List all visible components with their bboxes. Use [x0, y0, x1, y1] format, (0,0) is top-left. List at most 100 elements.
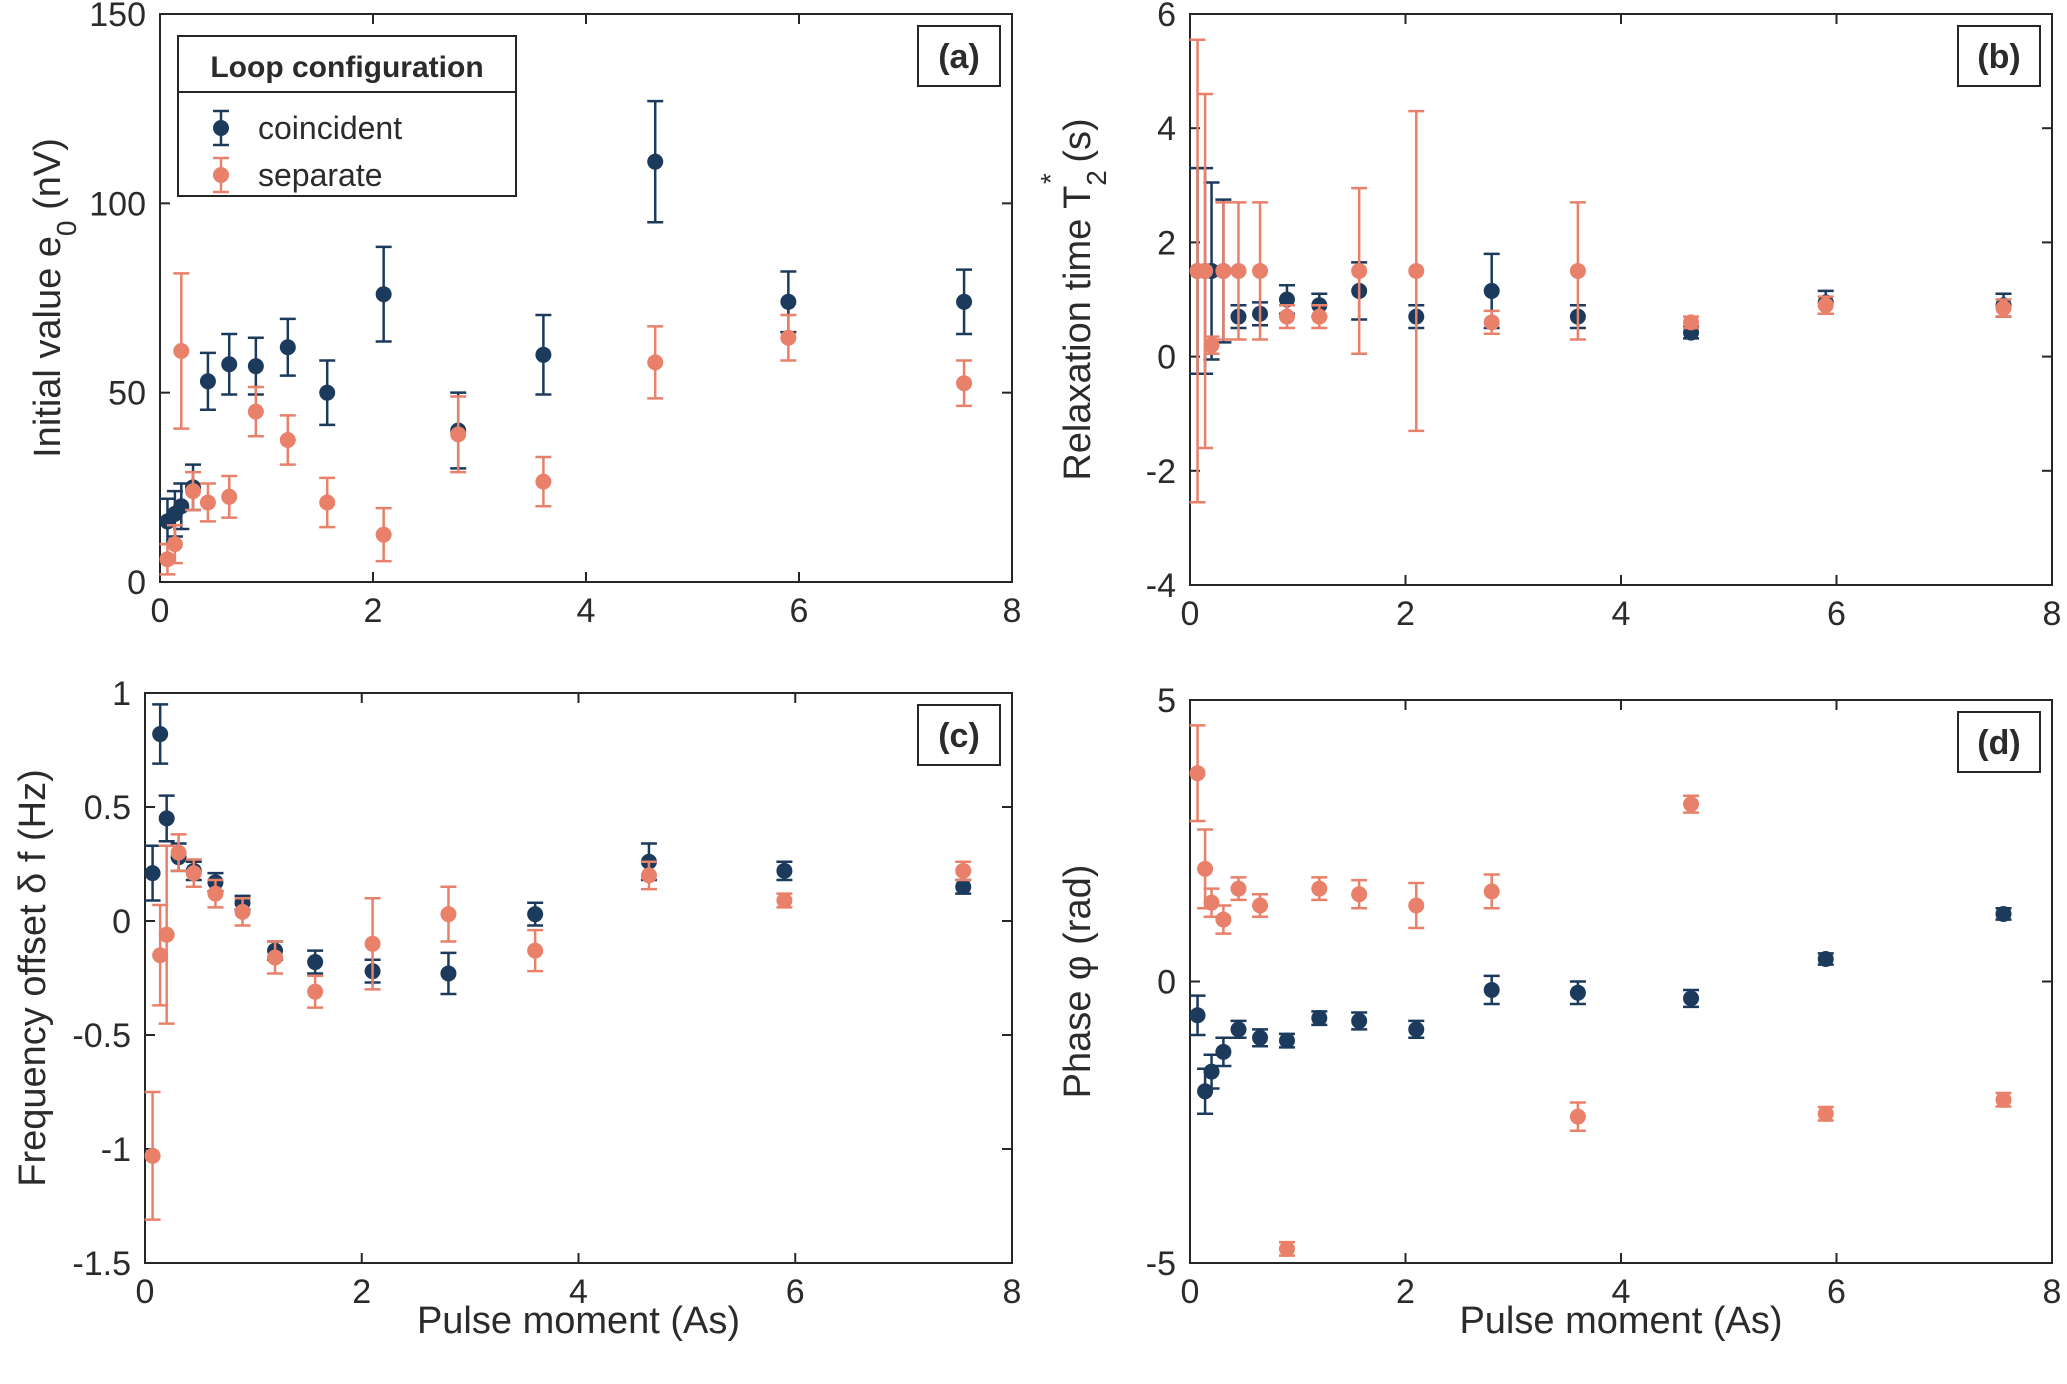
x-tick-label: 2: [352, 1273, 371, 1311]
marker-coincident: [158, 810, 175, 827]
data-point-separate: [1408, 109, 1425, 433]
data-point-separate: [1817, 295, 1834, 316]
data-point-coincident: [199, 351, 216, 411]
marker-separate: [1189, 765, 1206, 782]
marker-coincident: [956, 293, 973, 310]
x-tick-label: 0: [136, 1273, 155, 1311]
data-point-separate: [375, 506, 392, 563]
panel-tag-box: [917, 704, 1001, 766]
data-point-coincident: [144, 844, 161, 902]
marker-coincident: [247, 358, 264, 375]
marker-separate: [780, 329, 797, 346]
data-point-coincident: [956, 268, 973, 336]
data-point-separate: [1483, 873, 1500, 910]
data-point-separate: [1569, 1101, 1586, 1132]
data-point-separate: [1230, 876, 1247, 902]
marker-coincident: [1278, 1032, 1295, 1049]
marker-separate: [1278, 1240, 1295, 1257]
panel-tag-label: (c): [938, 717, 980, 755]
y-axis-label-main: Relaxation time T: [1057, 186, 1099, 481]
data-point-coincident: [1351, 1011, 1368, 1031]
marker-separate: [1203, 894, 1220, 911]
y-tick-label: 2: [1157, 224, 1176, 262]
marker-separate: [647, 354, 664, 371]
marker-separate: [1311, 880, 1328, 897]
marker-separate: [1197, 860, 1214, 877]
data-point-separate: [319, 476, 336, 529]
x-tick-label: 6: [790, 592, 809, 630]
panel-tag: (c): [917, 704, 1001, 766]
y-axis-label: Initial value e0 (nV): [27, 138, 82, 458]
marker-separate: [1252, 262, 1269, 279]
y-tick-label: -2: [1146, 453, 1176, 491]
data-point-separate: [1215, 201, 1232, 341]
series-coincident: [1189, 905, 2012, 1116]
y-axis-label-spacer: [1057, 163, 1099, 174]
data-point-separate: [1351, 186, 1368, 355]
marker-coincident: [955, 878, 972, 895]
y-axis-label-subscript: 0: [51, 220, 82, 236]
data-point-coincident: [375, 245, 392, 343]
x-tick-label: 8: [1003, 1273, 1022, 1311]
panel-tag: (d): [1957, 711, 2041, 773]
marker-coincident: [1189, 1007, 1206, 1024]
marker-coincident: [1683, 990, 1700, 1007]
data-point-separate: [1995, 1091, 2012, 1108]
x-tick-label: 4: [1612, 595, 1631, 633]
marker-coincident: [152, 726, 169, 743]
data-point-separate: [166, 523, 183, 565]
legend-label: coincident: [258, 110, 402, 146]
x-tick-label: 2: [1396, 595, 1415, 633]
series-separate: [159, 272, 973, 576]
data-point-separate: [1569, 201, 1586, 341]
data-point-separate: [1197, 828, 1214, 910]
data-point-separate: [640, 860, 657, 891]
data-point-separate: [1252, 201, 1269, 341]
data-point-separate: [1230, 201, 1247, 341]
marker-separate: [1817, 1105, 1834, 1122]
panel-c: 0 2 4 6 8 -1.5 -1 -0.5 0 0.5 1 Frequency offset δ f…: [12, 675, 1021, 1342]
series-separate: [144, 833, 972, 1221]
y-tick-label: -0.5: [72, 1017, 131, 1055]
x-tick-label: 2: [1396, 1273, 1415, 1311]
marker-separate: [221, 488, 238, 505]
legend-box: [177, 35, 517, 197]
y-axis-label: Relaxation time T2 * (s): [1035, 118, 1112, 480]
y-axis-label-main: Phase φ: [1057, 955, 1099, 1098]
panel-tag-label: (d): [1977, 724, 2020, 762]
legend-title: Loop configuration: [210, 51, 483, 84]
series-separate: [1189, 38, 2012, 504]
data-point-separate: [1408, 881, 1425, 930]
data-point-separate: [647, 325, 664, 400]
y-tick-label: 0: [1157, 964, 1176, 1002]
x-tick-label: 0: [1181, 1273, 1200, 1311]
y-axis-label-unit: (nV): [27, 138, 69, 220]
marker-separate: [159, 551, 176, 568]
marker-coincident: [173, 498, 190, 515]
marker-separate: [207, 885, 224, 902]
x-axis-label: Pulse moment (As): [417, 1300, 740, 1342]
marker-coincident: [144, 865, 161, 882]
data-point-coincident: [1408, 1019, 1425, 1040]
marker-coincident: [776, 862, 793, 879]
marker-separate: [307, 983, 324, 1000]
marker-coincident: [1483, 981, 1500, 998]
series-separate: [1189, 724, 2012, 1257]
data-point-separate: [247, 385, 264, 438]
y-tick-label: 1: [112, 675, 131, 713]
marker-separate: [1278, 308, 1295, 325]
data-point-separate: [144, 1090, 161, 1221]
marker-separate: [1995, 300, 2012, 317]
marker-coincident: [1408, 1021, 1425, 1038]
data-point-coincident: [1817, 950, 1834, 967]
data-point-coincident: [535, 313, 552, 396]
x-tick-label: 8: [1003, 592, 1022, 630]
data-point-separate: [307, 974, 324, 1009]
data-point-separate: [527, 928, 544, 973]
y-axis-label-unit: (s): [1057, 118, 1099, 162]
marker-coincident: [440, 965, 457, 982]
marker-coincident: [1995, 905, 2012, 922]
marker-coincident: [1351, 1012, 1368, 1029]
data-point-coincident: [1995, 905, 2012, 922]
